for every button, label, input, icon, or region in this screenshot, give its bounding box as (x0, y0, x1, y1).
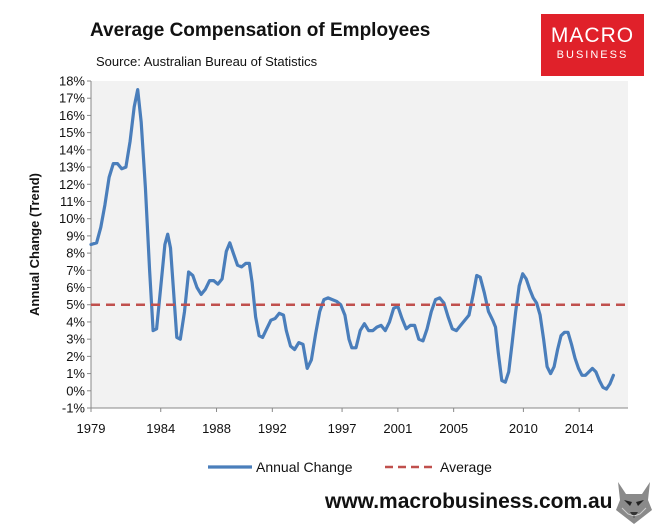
y-tick-label: 16% (59, 108, 85, 123)
y-tick-label: 4% (66, 314, 85, 329)
logo-line1: MACRO (550, 24, 635, 47)
macro-business-logo: MACRO BUSINESS (541, 14, 644, 76)
y-tick-label: 13% (59, 160, 85, 175)
y-tick-label: 10% (59, 211, 85, 226)
y-tick-label: 7% (66, 263, 85, 278)
x-tick-label: 2010 (509, 421, 538, 436)
y-axis-ticks: -1% 0% 1% 2% 3% 4% 5% 6% 7% 8% 9% 10% 11% 12% 13% 14% 15… (59, 74, 91, 416)
x-tick-label: 2005 (439, 421, 468, 436)
wolf-icon (612, 478, 656, 526)
x-tick-label: 1979 (77, 421, 106, 436)
chart-source: Source: Australian Bureau of Statistics (96, 54, 318, 69)
x-tick-label: 1997 (328, 421, 357, 436)
series-layer (89, 87, 628, 391)
y-tick-label: 6% (66, 280, 85, 295)
chart-title: Average Compensation of Employees (90, 20, 431, 41)
x-tick-label: 1988 (202, 421, 231, 436)
y-tick-label: 9% (66, 228, 85, 243)
logo-line2: BUSINESS (556, 49, 629, 61)
y-axis-label: Annual Change (Trend) (27, 173, 42, 316)
website-url: www.macrobusiness.com.au (325, 490, 613, 513)
y-tick-label: -1% (62, 401, 86, 416)
series-annual-change-line (89, 87, 616, 391)
y-tick-label: 2% (66, 349, 85, 364)
x-tick-label: 1984 (146, 421, 175, 436)
y-tick-label: 12% (59, 177, 85, 192)
y-tick-label: 5% (66, 297, 85, 312)
x-tick-label: 2001 (383, 421, 412, 436)
y-tick-label: 1% (66, 366, 85, 381)
legend-label: Annual Change (256, 459, 353, 475)
y-tick-label: 18% (59, 74, 85, 89)
plot-area (91, 81, 628, 408)
y-tick-label: 15% (59, 125, 85, 140)
x-axis-ticks: 1979 1984 1988 1992 1997 2001 2005 2010 2014 (77, 408, 594, 436)
y-tick-label: 11% (60, 194, 85, 209)
legend-label: Average (440, 459, 492, 475)
x-tick-label: 1992 (258, 421, 287, 436)
y-tick-label: 0% (66, 383, 85, 398)
y-tick-label: 17% (59, 91, 85, 106)
x-tick-label: 2014 (565, 421, 594, 436)
y-tick-label: 3% (66, 332, 85, 347)
y-tick-label: 14% (59, 142, 85, 157)
y-tick-label: 8% (66, 246, 85, 261)
legend: Annual Change Average (208, 459, 492, 475)
